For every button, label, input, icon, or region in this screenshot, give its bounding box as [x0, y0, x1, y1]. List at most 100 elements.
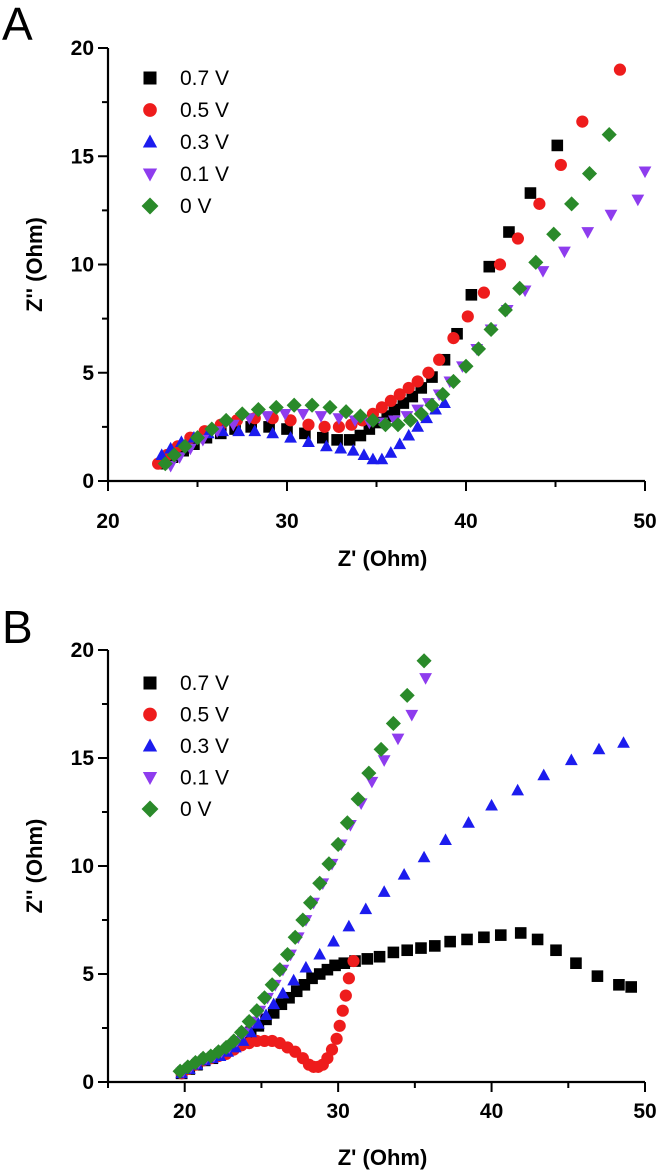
- data-point: [551, 139, 564, 152]
- data-point: [470, 341, 487, 357]
- data-point: [268, 399, 284, 415]
- series-0-1v: [176, 673, 432, 1078]
- data-point: [478, 931, 490, 944]
- data-point: [402, 412, 419, 428]
- data-point: [477, 286, 490, 299]
- data-point: [365, 412, 381, 428]
- data-point: [592, 742, 606, 755]
- data-point: [416, 653, 432, 669]
- data-point: [272, 962, 288, 978]
- data-points: [152, 63, 652, 473]
- data-point: [422, 366, 435, 379]
- data-point: [528, 254, 544, 270]
- data-point: [327, 934, 340, 947]
- data-point: [554, 158, 567, 171]
- data-point: [334, 441, 348, 454]
- data-point: [444, 935, 456, 948]
- data-point: [524, 187, 537, 199]
- data-point: [338, 404, 354, 420]
- data-point: [343, 434, 356, 446]
- x-tick-label: 40: [480, 1100, 503, 1123]
- data-point: [377, 755, 391, 767]
- y-tick-label: 10: [71, 855, 94, 878]
- data-point: [332, 413, 346, 425]
- x-axis-label: Z' (Ohm): [338, 1145, 428, 1170]
- x-tick-label: 40: [454, 510, 477, 533]
- data-point: [166, 447, 182, 463]
- data-point: [346, 444, 360, 456]
- data-point: [336, 1004, 349, 1017]
- data-point: [317, 431, 329, 444]
- data-point: [296, 408, 310, 421]
- data-point: [494, 929, 507, 941]
- data-point: [157, 456, 173, 472]
- data-point: [276, 986, 290, 999]
- data-point: [546, 226, 562, 242]
- data-point: [631, 194, 645, 207]
- y-tick-label: 5: [82, 362, 94, 385]
- data-point: [385, 715, 401, 731]
- data-point: [377, 417, 393, 433]
- data-point: [354, 429, 367, 442]
- data-point: [361, 953, 374, 965]
- data-point: [266, 426, 280, 439]
- legend-label: 0 V: [180, 195, 212, 218]
- y-tick-label: 20: [71, 639, 94, 662]
- x-tick-label: 50: [633, 1100, 656, 1123]
- data-point: [339, 815, 355, 831]
- panel-label: B: [2, 601, 33, 653]
- y-tick-label: 15: [71, 145, 95, 168]
- legend: 0.7 V 0.5 V 0.3 V 0.1 V 0 V: [141, 672, 229, 821]
- data-point: [251, 1017, 265, 1029]
- data-point: [375, 452, 389, 465]
- data-point: [393, 437, 407, 450]
- x-axis-label: Z' (Ohm): [338, 546, 428, 571]
- data-point: [304, 397, 320, 413]
- legend-label: 0.5 V: [180, 704, 229, 727]
- data-point: [302, 435, 315, 447]
- data-point: [458, 358, 474, 374]
- data-point: [299, 960, 313, 973]
- data-point: [373, 741, 389, 757]
- legend-label: 0.3 V: [180, 735, 229, 758]
- data-point: [493, 258, 507, 271]
- data-point: [438, 396, 451, 408]
- y-tick-label: 15: [71, 747, 95, 770]
- x-tick-label: 30: [275, 510, 298, 533]
- data-point: [429, 940, 441, 952]
- data-point: [264, 977, 280, 993]
- legend-label: 0.3 V: [180, 131, 229, 154]
- data-point: [581, 166, 598, 182]
- data-point: [329, 959, 341, 972]
- data-point: [625, 981, 637, 993]
- data-point: [445, 373, 462, 389]
- legend-label: 0.1 V: [180, 163, 229, 186]
- y-tick-label: 5: [82, 963, 94, 986]
- data-point: [424, 397, 440, 413]
- data-point: [322, 399, 338, 415]
- legend-marker: [142, 771, 158, 785]
- data-point: [218, 412, 234, 428]
- data-point: [511, 783, 525, 796]
- data-point: [234, 406, 250, 422]
- data-point: [325, 1043, 339, 1056]
- data-point: [613, 979, 625, 991]
- data-point: [411, 375, 424, 388]
- data-point: [461, 310, 474, 323]
- series-0-7v: [175, 927, 637, 1080]
- y-axis-label: Z'' (Ohm): [22, 217, 47, 312]
- data-point: [330, 836, 346, 852]
- y-tick-label: 0: [82, 470, 94, 493]
- legend-marker: [142, 168, 158, 182]
- y-axis-label: Z'' (Ohm): [22, 819, 47, 914]
- legend: 0.7 V 0.5 V 0.3 V 0.1 V 0 V: [141, 67, 229, 218]
- data-point: [497, 302, 513, 318]
- data-point: [435, 386, 451, 402]
- legend-marker: [142, 134, 158, 148]
- legend-marker: [143, 707, 157, 722]
- data-point: [278, 408, 292, 421]
- data-point: [447, 332, 460, 345]
- data-point: [576, 115, 589, 128]
- data-point: [433, 353, 446, 366]
- data-point: [204, 421, 220, 437]
